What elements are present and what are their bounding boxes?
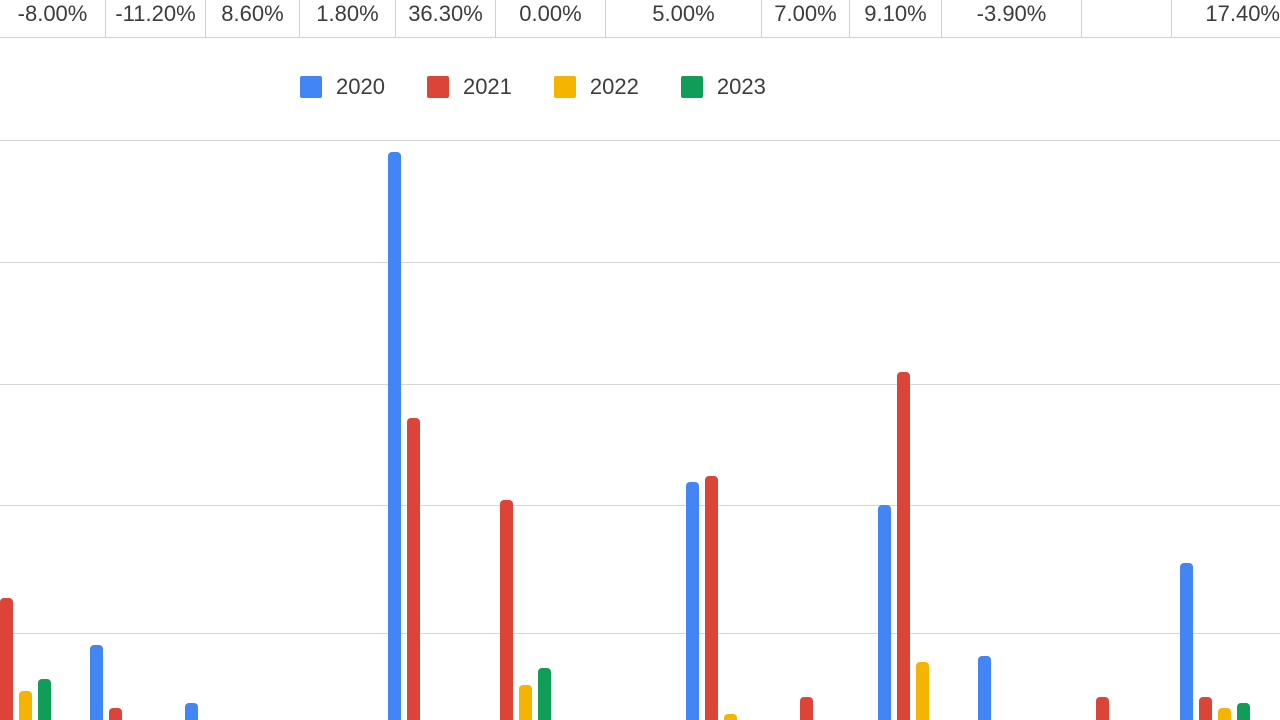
legend-swatch-icon	[554, 76, 576, 98]
pct-cell: -3.90%	[942, 0, 1082, 37]
pct-label: 8.60%	[221, 1, 283, 27]
bar-2021	[1199, 697, 1212, 720]
bar-2020	[686, 482, 699, 720]
pct-cell: 8.60%	[206, 0, 300, 37]
bar-2020	[878, 505, 891, 720]
bar-2021	[407, 418, 420, 720]
bar-2023	[1237, 703, 1250, 720]
legend-item-2023: 2023	[681, 74, 766, 100]
bar-2021	[1096, 697, 1109, 720]
bar-2023	[38, 679, 51, 720]
legend-label: 2022	[590, 74, 639, 100]
pct-cell: 36.30%	[396, 0, 496, 37]
pct-cell: 7.00%	[762, 0, 850, 37]
gridline	[0, 262, 1280, 263]
legend-swatch-icon	[681, 76, 703, 98]
pct-cell: 9.10%	[850, 0, 942, 37]
plot-area	[0, 140, 1280, 720]
pct-label: -8.00%	[18, 1, 88, 27]
gridline	[0, 505, 1280, 506]
legend-item-2021: 2021	[427, 74, 512, 100]
legend-item-2020: 2020	[300, 74, 385, 100]
legend-swatch-icon	[427, 76, 449, 98]
pct-label: 1.80%	[316, 1, 378, 27]
gridline	[0, 384, 1280, 385]
legend-item-2022: 2022	[554, 74, 639, 100]
bar-2022	[519, 685, 532, 720]
bar-2020	[1180, 563, 1193, 720]
pct-cell: 17.40%	[1172, 0, 1280, 37]
bar-2022	[1218, 708, 1231, 720]
bar-2020	[90, 645, 103, 720]
bar-2022	[916, 662, 929, 720]
pct-label: 5.00%	[652, 1, 714, 27]
bar-2021	[800, 697, 813, 720]
pct-cell: 1.80%	[300, 0, 396, 37]
pct-label: 0.00%	[519, 1, 581, 27]
chart-legend: 2020 2021 2022 2023	[300, 74, 1280, 100]
bar-2022	[724, 714, 737, 720]
bar-2023	[538, 668, 551, 720]
bar-2021	[500, 500, 513, 720]
gridline	[0, 633, 1280, 634]
pct-label: 36.30%	[408, 1, 483, 27]
bar-2020	[978, 656, 991, 720]
bar-2020	[388, 152, 401, 720]
legend-label: 2020	[336, 74, 385, 100]
pct-label: -3.90%	[977, 1, 1047, 27]
bar-2021	[0, 598, 13, 720]
legend-swatch-icon	[300, 76, 322, 98]
gridline	[0, 140, 1280, 141]
pct-label: 17.40%	[1205, 1, 1280, 27]
bar-2021	[705, 476, 718, 720]
bar-2021	[897, 372, 910, 720]
bar-chart	[0, 140, 1280, 720]
bar-2022	[19, 691, 32, 720]
pct-cell: -8.00%	[0, 0, 106, 37]
pct-cell	[1082, 0, 1172, 37]
pct-label: 9.10%	[864, 1, 926, 27]
percent-header-row: -8.00% -11.20% 8.60% 1.80% 36.30% 0.00% …	[0, 0, 1280, 38]
pct-cell: 0.00%	[496, 0, 606, 37]
pct-label: -11.20%	[115, 1, 195, 27]
pct-cell: 5.00%	[606, 0, 762, 37]
bar-2020	[185, 703, 198, 720]
legend-label: 2021	[463, 74, 512, 100]
bar-2021	[109, 708, 122, 720]
pct-label: 7.00%	[774, 1, 836, 27]
pct-cell: -11.20%	[106, 0, 206, 37]
legend-label: 2023	[717, 74, 766, 100]
